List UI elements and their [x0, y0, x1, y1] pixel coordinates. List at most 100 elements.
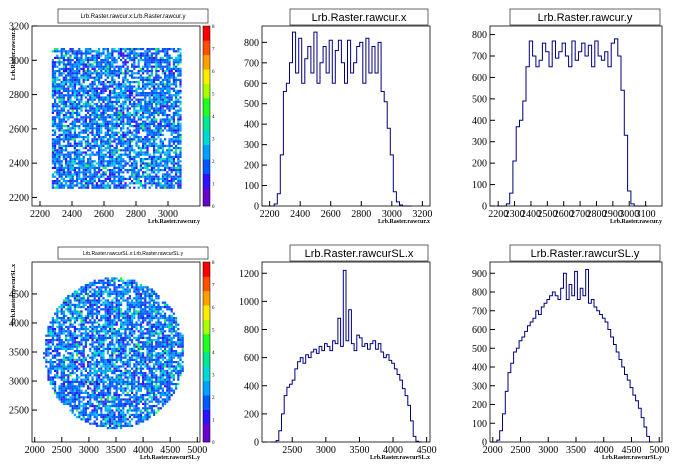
palette-segment — [203, 305, 210, 310]
palette-segment — [203, 58, 210, 63]
y-tick-label: 3000 — [9, 56, 29, 67]
palette-segment — [203, 330, 210, 335]
y-tick-label: 300 — [472, 381, 487, 392]
y-tick-label: 800 — [472, 288, 487, 299]
palette-segment — [203, 44, 210, 48]
palette-segment — [203, 388, 210, 392]
title-box — [289, 8, 429, 26]
y-tick-label: 600 — [472, 325, 487, 336]
chart-title: Lrb.Raster.rawcur.y — [538, 12, 633, 24]
palette-segment — [203, 126, 210, 131]
heatmap-cells — [51, 48, 182, 189]
y-tick-label: 0 — [482, 202, 487, 213]
y-tick-label: 400 — [472, 363, 487, 374]
palette-tick-label: 0 — [212, 441, 215, 446]
y-tick-label: 200 — [472, 159, 487, 170]
x-tick-label: 2200 — [488, 209, 508, 220]
palette-segment — [203, 395, 210, 400]
x-tick-label: 3000 — [382, 209, 402, 220]
palette-segment — [203, 283, 210, 288]
palette-tick-label: 4 — [212, 115, 215, 120]
palette-segment — [203, 366, 210, 371]
chart-title: Lrb.Raster.rawcurSL.x:Lrb.Raster.rawcurS… — [83, 251, 184, 257]
palette-segment — [203, 170, 210, 174]
palette-segment — [203, 416, 210, 421]
palette-segment — [203, 290, 210, 295]
y-tick-label: 500 — [472, 94, 487, 105]
palette-segment — [203, 272, 210, 277]
palette-segment — [203, 373, 210, 378]
palette-segment — [203, 402, 210, 407]
palette-segment — [203, 391, 210, 396]
palette-segment — [203, 276, 210, 281]
x-tick-label: 2800 — [351, 209, 371, 220]
palette-segment — [203, 191, 210, 196]
palette-segment — [203, 380, 210, 385]
palette-tick-label: 5 — [212, 329, 215, 334]
palette-segment — [203, 188, 210, 192]
palette-segment — [203, 265, 210, 270]
y-tick-label: 700 — [472, 306, 487, 317]
x-tick-label: 2500 — [537, 209, 557, 220]
y-tick-label: 800 — [244, 38, 259, 49]
y-tick-label: 600 — [244, 79, 259, 90]
x-tick-label: 3000 — [158, 209, 178, 220]
palette-tick-label: 7 — [212, 284, 215, 289]
chart-title: Lrb.Raster.rawcur.x — [312, 12, 407, 24]
x-tick-label: 5000 — [649, 445, 669, 456]
palette-segment — [203, 112, 210, 117]
palette-segment — [203, 47, 210, 52]
x-tick-label: 2200 — [30, 209, 50, 220]
x-tick-label: 2000 — [25, 445, 45, 456]
x-tick-label: 2400 — [62, 209, 82, 220]
x-tick-label: 2400 — [290, 209, 310, 220]
y-tick-label: 300 — [472, 137, 487, 148]
palette-segment — [203, 141, 210, 146]
y-tick-label: 100 — [472, 180, 487, 191]
histogram-line — [270, 269, 422, 443]
palette-segment — [203, 334, 210, 338]
palette-segment — [203, 105, 210, 110]
x-tick-label: 3200 — [412, 209, 432, 220]
palette-segment — [203, 377, 210, 382]
palette-segment — [203, 195, 210, 200]
palette-segment — [203, 36, 210, 41]
x-axis-title: Lrb.Raster.rawcurSL.y — [140, 455, 200, 461]
palette-segment — [203, 134, 210, 138]
palette-segment — [203, 33, 210, 38]
palette-segment — [203, 116, 210, 120]
chart-title: Lrb.Raster.rawcurSL.x — [305, 248, 414, 260]
palette-segment — [203, 427, 210, 432]
palette-segment — [203, 262, 210, 266]
x-tick-label: 3000 — [619, 209, 639, 220]
palette-segment — [203, 54, 210, 59]
palette-segment — [203, 359, 210, 364]
y-tick-label: 3000 — [9, 377, 29, 388]
y-tick-label: 100 — [472, 419, 487, 430]
x-tick-label: 4000 — [594, 445, 614, 456]
palette-tick-label: 7 — [212, 48, 215, 53]
y-tick-label: 400 — [244, 381, 259, 392]
palette-segment — [203, 159, 210, 164]
x-tick-label: 3500 — [566, 445, 586, 456]
palette-segment — [203, 155, 210, 160]
y-tick-label: 500 — [472, 344, 487, 355]
palette-segment — [203, 123, 210, 128]
palette-segment — [203, 420, 210, 425]
palette-segment — [203, 202, 210, 207]
palette-segment — [203, 316, 210, 320]
heatmap-cells — [43, 277, 184, 430]
palette-tick-label: 5 — [212, 93, 215, 98]
x-axis-title: Lrb.Raster.rawcur.x — [378, 219, 430, 225]
palette-tick-label: 1 — [212, 419, 215, 424]
palette-frame — [202, 261, 211, 443]
palette-segment — [203, 166, 210, 171]
histogram-line — [268, 31, 412, 207]
palette-segment — [203, 434, 210, 439]
palette-segment — [203, 198, 210, 203]
palette-segment — [203, 144, 210, 149]
title-box — [509, 244, 661, 262]
chart-title: Lrb.Raster.rawcurSL.y — [531, 248, 640, 260]
y-tick-label: 700 — [472, 52, 487, 63]
